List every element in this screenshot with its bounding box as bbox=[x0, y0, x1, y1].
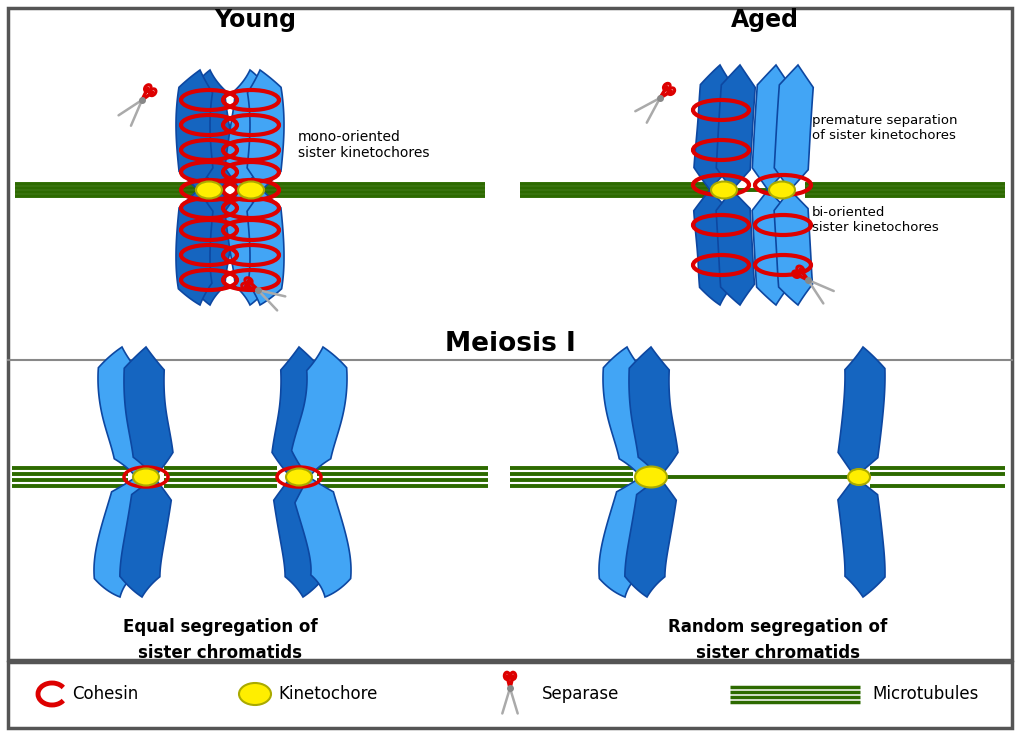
Polygon shape bbox=[837, 477, 884, 597]
Ellipse shape bbox=[237, 182, 264, 198]
Text: Young: Young bbox=[214, 8, 296, 32]
Polygon shape bbox=[225, 190, 269, 305]
Polygon shape bbox=[191, 70, 234, 190]
Polygon shape bbox=[98, 347, 153, 477]
Text: Cohesin: Cohesin bbox=[72, 685, 139, 703]
Polygon shape bbox=[602, 347, 657, 477]
Text: Equal segregation of
sister chromatids: Equal segregation of sister chromatids bbox=[122, 619, 317, 662]
Polygon shape bbox=[273, 477, 325, 597]
Polygon shape bbox=[191, 190, 234, 305]
Ellipse shape bbox=[285, 468, 312, 485]
Ellipse shape bbox=[710, 182, 737, 198]
Polygon shape bbox=[625, 477, 676, 597]
Polygon shape bbox=[693, 65, 734, 190]
Polygon shape bbox=[120, 477, 171, 597]
Text: premature separation
of sister kinetochores: premature separation of sister kinetocho… bbox=[811, 114, 957, 142]
Polygon shape bbox=[272, 347, 321, 477]
Polygon shape bbox=[176, 70, 213, 190]
Ellipse shape bbox=[635, 466, 666, 488]
Polygon shape bbox=[225, 70, 269, 190]
Text: mono-oriented
sister kinetochores: mono-oriented sister kinetochores bbox=[298, 130, 429, 160]
Text: Separase: Separase bbox=[541, 685, 619, 703]
Ellipse shape bbox=[196, 182, 222, 198]
Text: Random segregation of
sister chromatids: Random segregation of sister chromatids bbox=[667, 619, 887, 662]
Text: bi-oriented
sister kinetochores: bi-oriented sister kinetochores bbox=[811, 206, 937, 234]
FancyBboxPatch shape bbox=[8, 662, 1011, 728]
Polygon shape bbox=[294, 477, 351, 597]
Polygon shape bbox=[247, 190, 283, 305]
Polygon shape bbox=[291, 347, 346, 477]
Polygon shape bbox=[773, 65, 812, 190]
Polygon shape bbox=[838, 347, 884, 477]
Polygon shape bbox=[247, 70, 283, 190]
Polygon shape bbox=[94, 477, 150, 597]
Text: Microtubules: Microtubules bbox=[871, 685, 977, 703]
Ellipse shape bbox=[238, 683, 271, 705]
Text: Kinetochore: Kinetochore bbox=[278, 685, 377, 703]
Polygon shape bbox=[693, 190, 733, 305]
Polygon shape bbox=[176, 190, 213, 305]
Text: Meiosis I: Meiosis I bbox=[444, 331, 575, 357]
Polygon shape bbox=[715, 190, 754, 305]
FancyBboxPatch shape bbox=[8, 8, 1011, 660]
Polygon shape bbox=[598, 477, 654, 597]
Polygon shape bbox=[751, 190, 790, 305]
Polygon shape bbox=[773, 190, 812, 305]
Polygon shape bbox=[629, 347, 678, 477]
Ellipse shape bbox=[847, 469, 869, 485]
Ellipse shape bbox=[768, 182, 794, 198]
Polygon shape bbox=[124, 347, 173, 477]
Polygon shape bbox=[715, 65, 754, 190]
Ellipse shape bbox=[132, 468, 159, 485]
Polygon shape bbox=[752, 65, 791, 190]
Text: Aged: Aged bbox=[731, 8, 798, 32]
